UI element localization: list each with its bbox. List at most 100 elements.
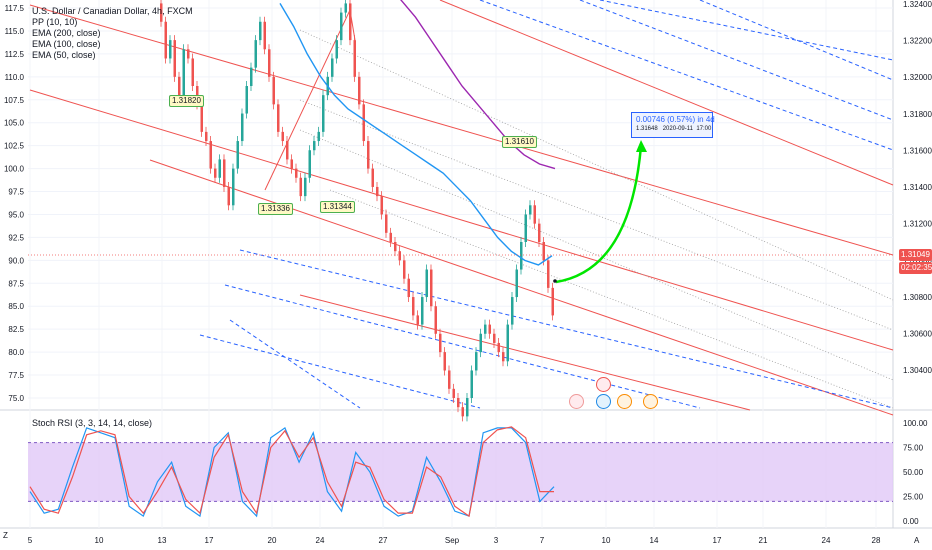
median-line xyxy=(299,99,894,331)
candle xyxy=(169,40,172,59)
candle xyxy=(511,297,514,325)
legend-item-ema-50[interactable]: EMA (50, close) xyxy=(32,50,96,60)
y-tick-label: 1.30800 xyxy=(903,293,932,302)
median-line xyxy=(299,129,894,381)
projection-callout[interactable]: 0.00746 (0.57%) in 4d 1.31648 2020-09-11… xyxy=(631,112,715,138)
stoch-y-tick: 50.00 xyxy=(903,468,924,477)
y-tick-label: 82.5 xyxy=(8,325,24,334)
event-flag-icon[interactable] xyxy=(617,394,632,409)
chart-title: U.S. Dollar / Canadian Dollar, 4h, FXCM xyxy=(32,6,193,16)
candle xyxy=(178,76,181,96)
candle xyxy=(547,260,550,288)
channel-line xyxy=(29,89,894,351)
channel-line xyxy=(149,159,894,416)
candle xyxy=(389,232,392,242)
candle xyxy=(367,141,370,169)
event-flag-icon[interactable] xyxy=(569,394,584,409)
candle xyxy=(214,168,217,178)
pitchfork-line xyxy=(229,319,361,409)
candle xyxy=(434,306,437,334)
annotation-label[interactable]: 1.31344 xyxy=(320,201,355,213)
x-tick-label: 10 xyxy=(602,536,611,545)
candle xyxy=(227,186,230,206)
stoch-y-tick: 100.00 xyxy=(903,419,928,428)
event-flag-icon[interactable] xyxy=(596,394,611,409)
y-tick-label: 97.5 xyxy=(8,188,24,197)
candle xyxy=(479,333,482,353)
candle xyxy=(448,370,451,389)
legend-item-pp[interactable]: PP (10, 10) xyxy=(32,17,78,27)
timezone-button[interactable]: Z xyxy=(3,531,8,540)
candle xyxy=(376,186,379,197)
x-tick-label: 14 xyxy=(650,536,659,545)
candle xyxy=(295,168,298,178)
event-flag-icon[interactable] xyxy=(596,377,611,392)
legend-item-ema-100[interactable]: EMA (100, close) xyxy=(32,39,101,49)
y-tick-label: 92.5 xyxy=(8,233,24,242)
candle xyxy=(340,12,343,41)
auto-scale-button[interactable]: A xyxy=(914,536,920,545)
candle xyxy=(268,49,271,77)
candle xyxy=(281,131,284,142)
candle xyxy=(218,159,221,178)
x-tick-label: 13 xyxy=(158,536,167,545)
candle xyxy=(425,269,428,298)
candle xyxy=(452,388,455,398)
x-tick-label: 28 xyxy=(872,536,881,545)
candle xyxy=(407,278,410,298)
candle xyxy=(272,76,275,105)
candle xyxy=(223,159,226,187)
projection-time: 17:00 xyxy=(696,126,712,132)
annotation-label[interactable]: 1.31820 xyxy=(169,95,204,107)
stoch-line xyxy=(29,426,554,518)
candle xyxy=(317,131,320,142)
candle xyxy=(484,324,487,334)
candle xyxy=(461,407,464,417)
candle xyxy=(164,21,167,59)
candle xyxy=(412,297,415,316)
candle xyxy=(313,141,316,151)
x-tick-label: 20 xyxy=(268,536,277,545)
candle xyxy=(493,333,496,343)
candle xyxy=(551,287,554,316)
y-tick-label: 75.0 xyxy=(8,394,24,403)
candle xyxy=(430,269,433,307)
event-flag-icon[interactable] xyxy=(643,394,658,409)
candle xyxy=(475,352,478,371)
channel-line xyxy=(439,0,894,186)
projection-date: 2020-09-11 xyxy=(662,126,693,132)
candle xyxy=(542,242,545,261)
current-price-badge: 1.31049 xyxy=(899,249,932,261)
y-tick-label: 1.31800 xyxy=(903,110,932,119)
legend-item-ema-200[interactable]: EMA (200, close) xyxy=(32,28,101,38)
countdown-badge: 02:02:35 xyxy=(899,262,932,274)
x-tick-label: 3 xyxy=(494,536,499,545)
candle xyxy=(322,95,325,132)
candle xyxy=(497,342,500,353)
candle xyxy=(457,398,460,408)
candle xyxy=(506,324,509,362)
y-tick-label: 90.0 xyxy=(8,256,24,265)
candle xyxy=(371,168,374,187)
y-tick-label: 107.5 xyxy=(4,96,25,105)
channel-line xyxy=(299,294,751,411)
candle xyxy=(254,40,257,68)
candle xyxy=(160,3,163,22)
y-tick-label: 102.5 xyxy=(4,142,25,151)
candle xyxy=(470,370,473,398)
pitchfork-line xyxy=(199,334,481,409)
candle xyxy=(200,104,203,132)
candle xyxy=(385,214,388,233)
y-tick-label: 1.32200 xyxy=(903,37,932,46)
stoch-rsi-title: Stoch RSI (3, 3, 14, 14, close) xyxy=(32,418,153,428)
annotation-label[interactable]: 1.31610 xyxy=(502,136,537,148)
candle xyxy=(421,297,424,325)
annotation-label[interactable]: 1.31336 xyxy=(258,203,293,215)
y-tick-label: 100.0 xyxy=(4,165,25,174)
x-tick-label: 24 xyxy=(822,536,831,545)
candle xyxy=(290,159,293,169)
candle xyxy=(538,223,541,242)
candle xyxy=(394,242,397,252)
